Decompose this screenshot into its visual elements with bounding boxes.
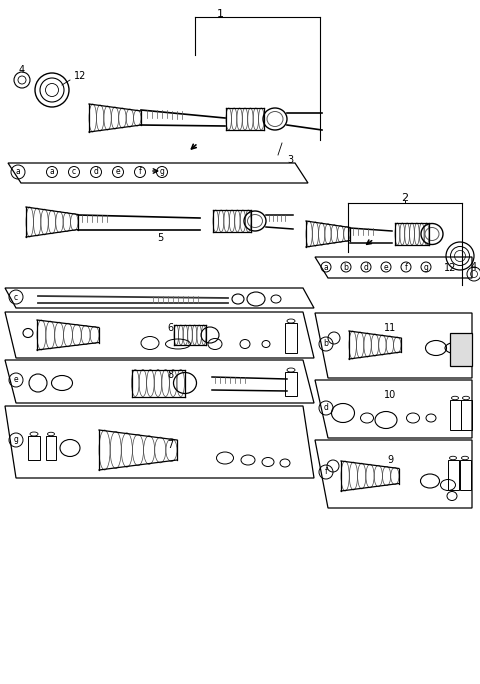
Text: d: d — [363, 263, 369, 272]
Text: 2: 2 — [401, 193, 408, 203]
Text: 12: 12 — [74, 71, 86, 81]
Text: a: a — [49, 168, 54, 176]
Text: 5: 5 — [157, 233, 163, 243]
Text: f: f — [324, 467, 327, 477]
Text: 6: 6 — [167, 323, 173, 333]
Text: g: g — [13, 436, 18, 445]
Text: 10: 10 — [384, 390, 396, 400]
Text: d: d — [94, 168, 98, 176]
Text: d: d — [324, 404, 328, 412]
Bar — [448, 460, 459, 490]
Text: e: e — [116, 168, 120, 176]
Bar — [285, 323, 297, 353]
Bar — [461, 400, 472, 430]
Text: 9: 9 — [387, 455, 393, 465]
Text: e: e — [14, 376, 18, 384]
Text: 8: 8 — [167, 370, 173, 380]
Text: 4: 4 — [19, 65, 25, 75]
Text: 12: 12 — [444, 263, 456, 273]
Text: e: e — [384, 263, 388, 272]
Bar — [285, 372, 297, 396]
Bar — [28, 436, 40, 460]
Text: g: g — [423, 263, 429, 272]
Text: 7: 7 — [167, 440, 173, 450]
Text: b: b — [344, 263, 348, 272]
Text: a: a — [324, 263, 328, 272]
Text: 11: 11 — [384, 323, 396, 333]
Text: c: c — [14, 293, 18, 302]
Text: f: f — [405, 263, 408, 272]
Text: 4: 4 — [471, 262, 477, 272]
Bar — [450, 333, 472, 366]
Text: a: a — [16, 168, 20, 176]
Bar — [46, 436, 56, 460]
Bar — [450, 400, 461, 430]
Bar — [460, 460, 471, 490]
Text: 1: 1 — [216, 9, 224, 19]
Text: g: g — [159, 168, 165, 176]
Text: f: f — [139, 168, 142, 176]
Text: 3: 3 — [287, 155, 293, 165]
Text: c: c — [72, 168, 76, 176]
Text: b: b — [324, 339, 328, 349]
